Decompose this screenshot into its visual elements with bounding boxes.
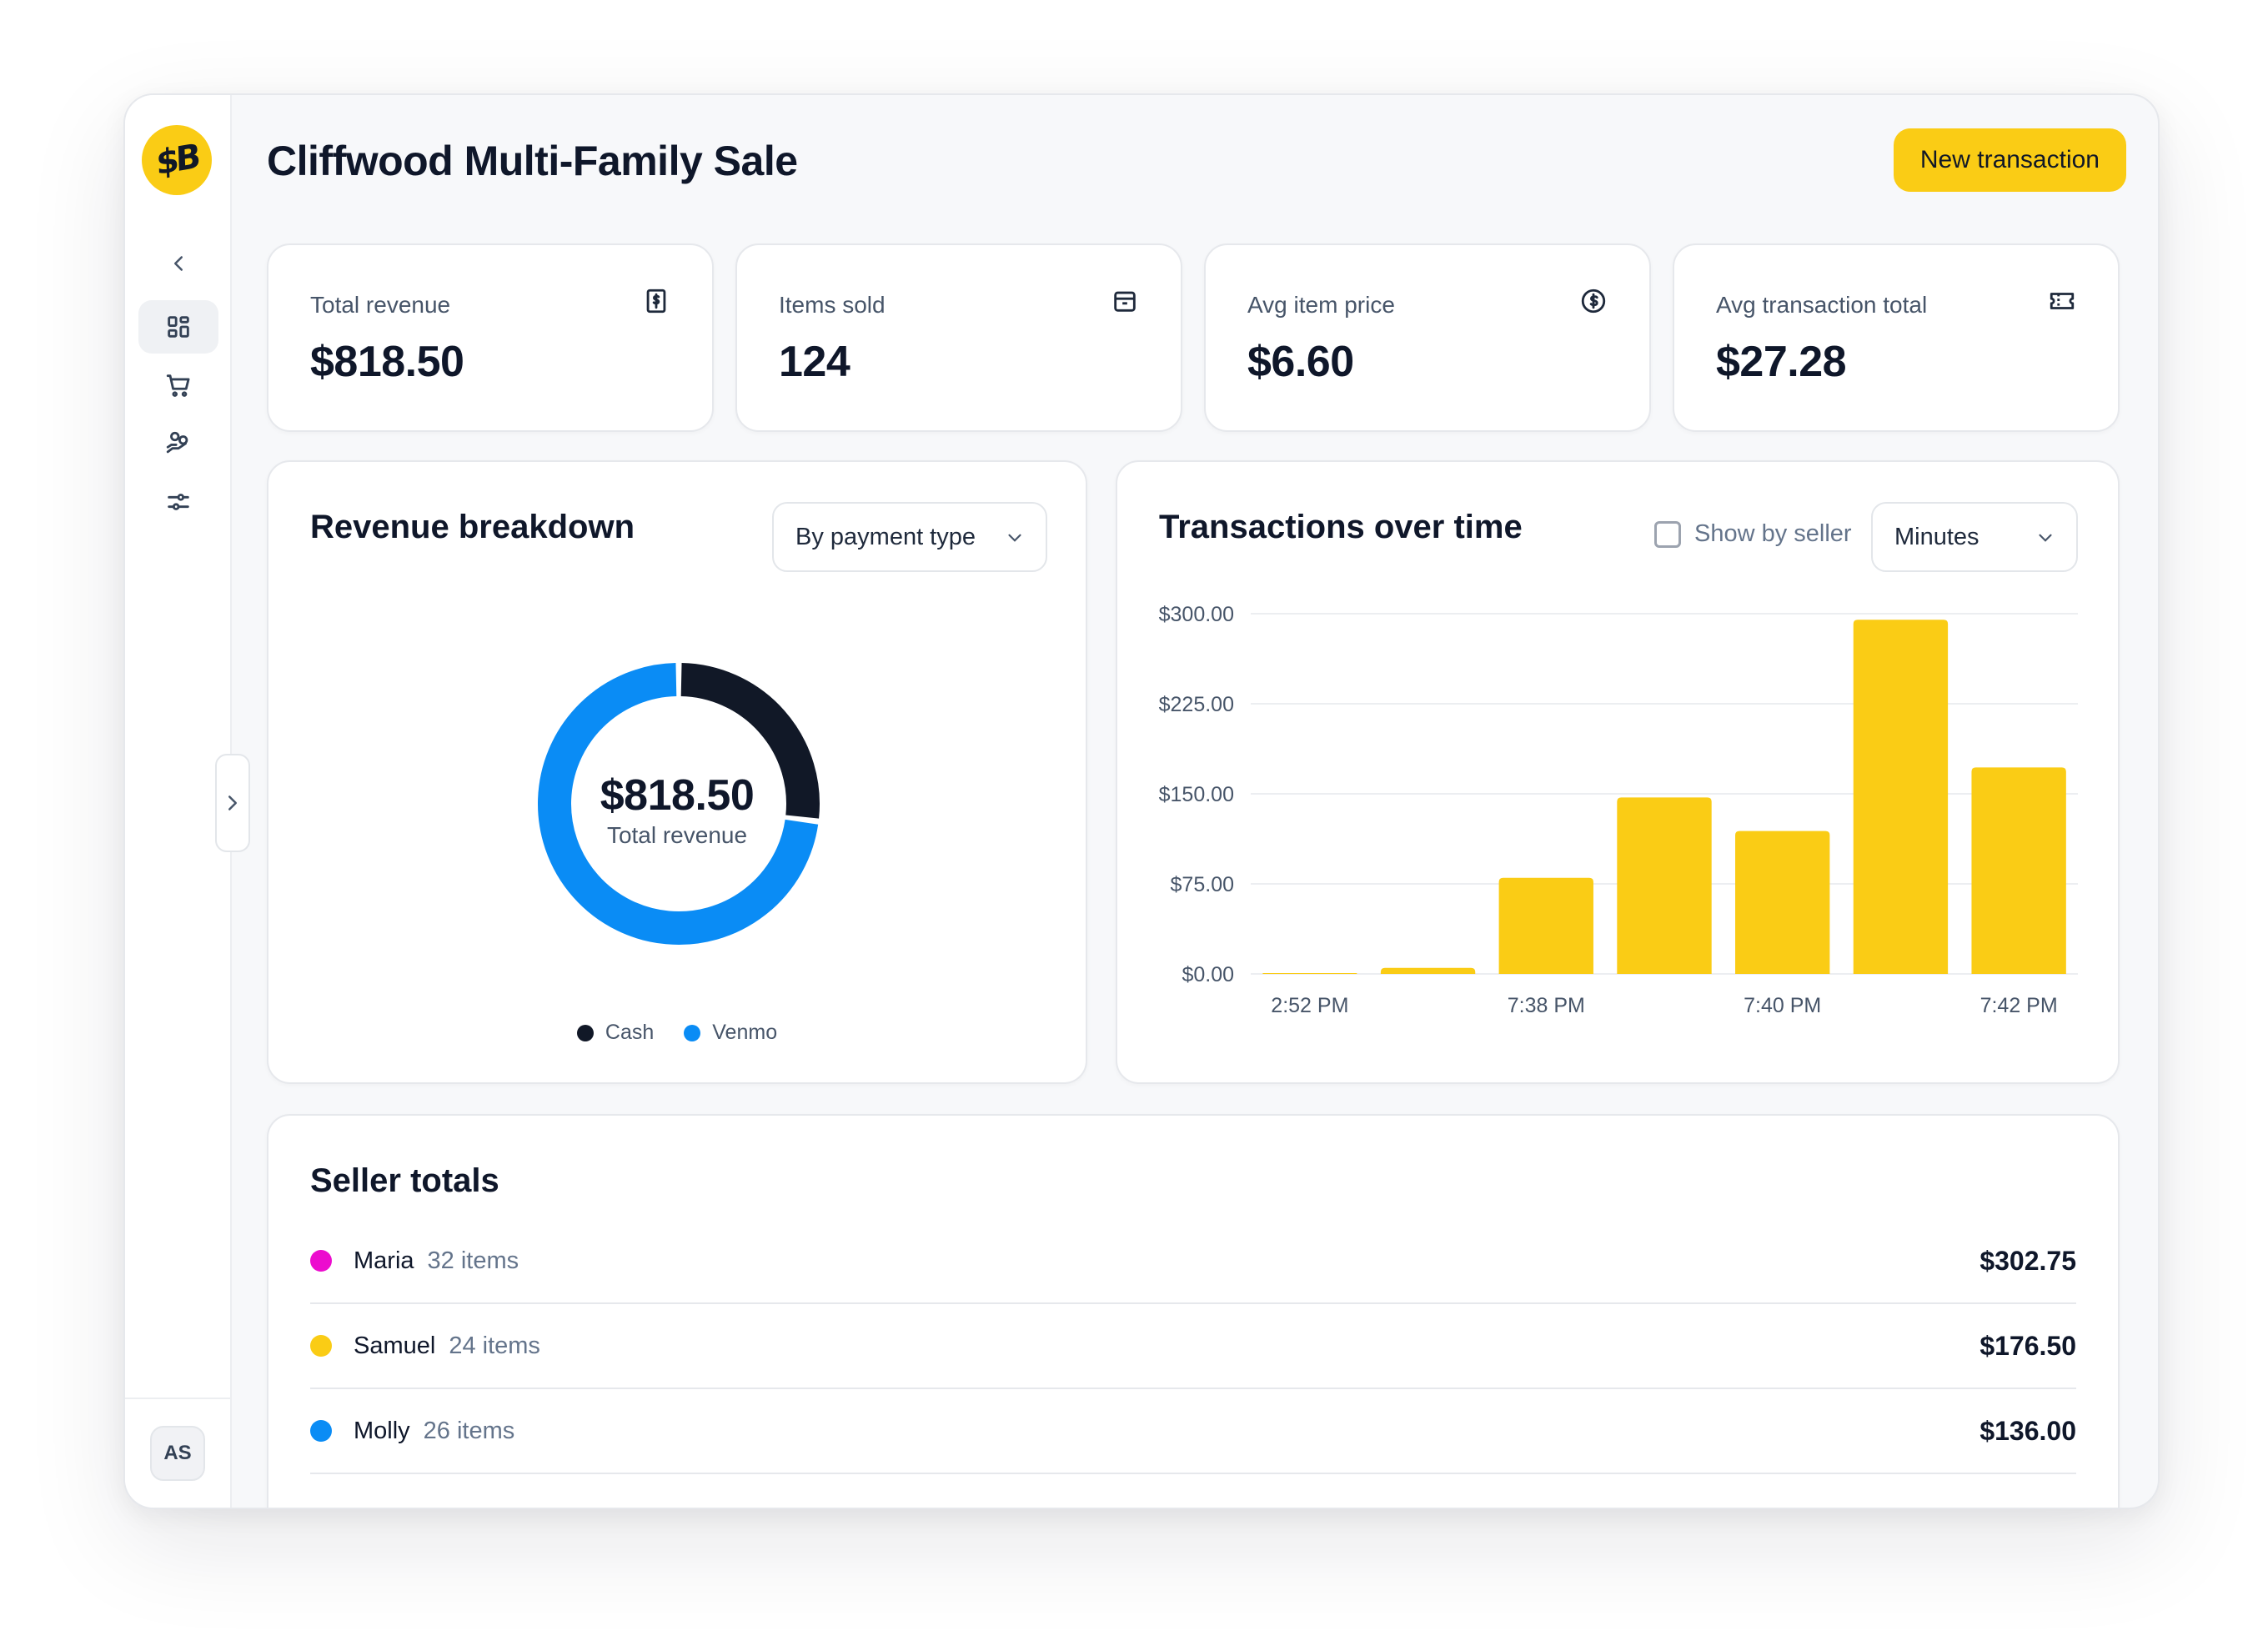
legend-item-venmo: Venmo [684, 1021, 777, 1045]
y-tick-label: $75.00 [1171, 873, 1234, 896]
sidebar: $B AS [125, 95, 232, 1508]
card-title: Transactions over time [1159, 509, 1523, 545]
x-tick-label: 7:42 PM [1980, 994, 2058, 1017]
stat-label: Avg transaction total [1716, 292, 1928, 318]
donut-slice-cash [680, 663, 820, 819]
transactions-bar-chart: $0.00 $75.00 $150.00 $225.00 $300.00 2:52 PM 7… [1159, 603, 2078, 1017]
receipt-dollar-icon [646, 289, 666, 314]
sidebar-item-payments[interactable] [138, 417, 218, 470]
time-granularity-select[interactable]: Minutes [1871, 502, 2078, 572]
page-title: Cliffwood Multi-Family Sale [267, 138, 798, 184]
stat-card-total-revenue: Total revenue $818.50 [267, 243, 714, 432]
stat-value: 124 [779, 338, 850, 386]
select-value: By payment type [795, 523, 976, 550]
app-window: $B AS Cliffwood Multi-Family Sale New tr… [123, 93, 2160, 1509]
cart-icon [166, 374, 190, 397]
stat-value: $6.60 [1247, 338, 1354, 386]
show-by-seller-toggle[interactable]: Show by seller [1654, 520, 1852, 548]
checkbox-label: Show by seller [1694, 520, 1852, 547]
legend-label: Cash [605, 1021, 655, 1044]
bar[interactable] [1735, 831, 1830, 974]
chevron-left-icon [174, 256, 183, 271]
bar[interactable] [1380, 967, 1476, 974]
stat-value: $27.28 [1716, 338, 1847, 386]
sidebar-item-dashboard[interactable] [138, 300, 218, 354]
donut-center-value: $818.50 [600, 771, 755, 820]
legend-item-cash: Cash [576, 1021, 655, 1045]
new-transaction-button[interactable]: New transaction [1893, 128, 2126, 192]
stat-label: Items sold [779, 292, 886, 318]
seller-total: $302.75 [1979, 1245, 2076, 1276]
donut-slice-venmo [538, 663, 819, 945]
sidebar-divider [125, 1398, 230, 1399]
seller-items: 32 items [427, 1247, 519, 1274]
payment-hand-icon [166, 431, 188, 454]
chevron-right-icon [228, 795, 237, 810]
seller-row[interactable]: Molly 26 items $136.00 [310, 1389, 2076, 1474]
x-tick-label: 7:40 PM [1744, 994, 1821, 1017]
dollar-circle-icon [1581, 289, 1606, 314]
logo[interactable]: $B [142, 125, 212, 195]
x-tick-label: 7:38 PM [1508, 994, 1585, 1017]
expand-panel-handle[interactable] [215, 754, 250, 852]
donut-center: $818.50 Total revenue [268, 770, 1086, 849]
revenue-donut-chart [538, 663, 820, 945]
seller-color-dot [310, 1250, 332, 1272]
main-content: Cliffwood Multi-Family Sale New transact… [233, 95, 2158, 1508]
bar[interactable] [1971, 767, 2066, 974]
y-tick-label: $0.00 [1182, 963, 1234, 986]
show-by-seller-checkbox[interactable] [1654, 520, 1681, 548]
logo-text: $B [155, 137, 198, 183]
stat-card-avg-item-price: Avg item price $6.60 [1204, 243, 1651, 432]
bar[interactable] [1498, 877, 1593, 974]
seller-color-dot [310, 1335, 332, 1357]
seller-row[interactable]: Samuel 24 items $176.50 [310, 1304, 2076, 1389]
ticket-icon [2050, 293, 2075, 309]
legend-swatch-venmo [684, 1024, 701, 1041]
stat-label: Avg item price [1247, 292, 1395, 318]
dashboard-icon [168, 316, 189, 338]
seller-color-dot [310, 1420, 332, 1442]
stat-label: Total revenue [310, 292, 451, 318]
transactions-card: Transactions over time Show by seller Mi… [1116, 460, 2120, 1084]
seller-items: 24 items [449, 1332, 540, 1359]
stat-card-avg-transaction-total: Avg transaction total $27.28 [1673, 243, 2120, 432]
seller-row[interactable]: Maria 32 items $302.75 [310, 1219, 2076, 1304]
bar[interactable] [1262, 973, 1357, 974]
settings-sliders-icon [168, 494, 189, 510]
seller-totals-card: Seller totals Maria 32 items $302.75 Sam… [267, 1114, 2120, 1508]
stat-card-items-sold: Items sold 124 [735, 243, 1182, 432]
revenue-breakdown-card: Revenue breakdown By payment type $818.5… [267, 460, 1087, 1084]
y-tick-label: $300.00 [1159, 603, 1234, 626]
legend-swatch-cash [576, 1024, 594, 1041]
bar[interactable] [1617, 797, 1712, 974]
legend-label: Venmo [712, 1021, 778, 1044]
chevron-down-icon [2039, 534, 2052, 542]
stat-value: $818.50 [310, 338, 464, 386]
seller-name: Maria [354, 1247, 414, 1274]
select-value: Minutes [1894, 523, 1979, 550]
y-tick-label: $150.00 [1159, 783, 1234, 806]
seller-name: Samuel [354, 1332, 436, 1359]
seller-name: Molly [354, 1417, 410, 1444]
box-icon [1114, 291, 1136, 312]
card-title: Seller totals [310, 1162, 499, 1199]
bar[interactable] [1853, 620, 1949, 974]
y-tick-label: $225.00 [1159, 693, 1234, 716]
seller-total: $176.50 [1979, 1330, 2076, 1361]
chevron-down-icon [1008, 534, 1021, 542]
x-tick-label: 2:52 PM [1271, 994, 1348, 1017]
donut-center-label: Total revenue [606, 822, 748, 848]
seller-items: 26 items [423, 1417, 515, 1444]
sidebar-item-settings[interactable] [138, 475, 218, 529]
seller-total: $136.00 [1979, 1415, 2076, 1446]
user-avatar[interactable]: AS [150, 1426, 205, 1481]
card-title: Revenue breakdown [310, 509, 635, 545]
sidebar-item-cart[interactable] [138, 359, 218, 412]
breakdown-type-select[interactable]: By payment type [772, 502, 1047, 572]
collapse-sidebar-button[interactable] [138, 237, 218, 290]
donut-legend: Cash Venmo [268, 1021, 1086, 1045]
